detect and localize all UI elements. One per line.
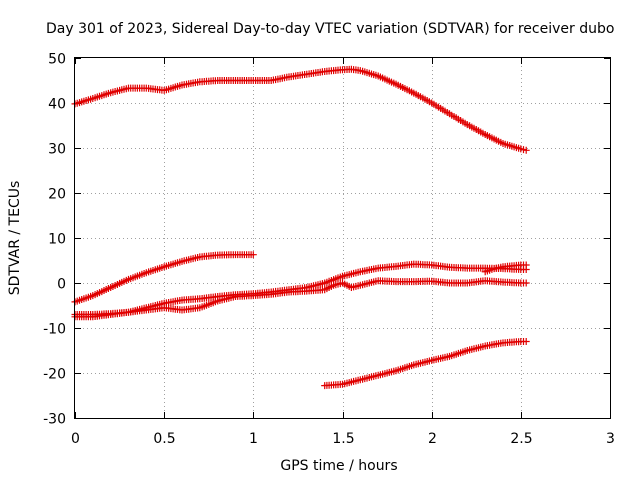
- data-point: [522, 146, 530, 154]
- y-tick-label: -30: [43, 412, 66, 428]
- data-point: [522, 279, 530, 287]
- series-track-5: [481, 261, 530, 276]
- series-track-4: [71, 277, 530, 318]
- x-tick-label: 0: [71, 431, 80, 447]
- y-tick-label: 0: [57, 277, 66, 293]
- y-tick-label: 10: [48, 232, 66, 248]
- x-tick-label: 0.5: [153, 431, 175, 447]
- x-tick-label: 1.5: [332, 431, 354, 447]
- y-tick-label: -10: [43, 322, 66, 338]
- data-point: [522, 338, 530, 345]
- x-tick-labels: 0 0.5 1 1.5 2 2.5 3: [71, 431, 615, 447]
- y-tick-labels: -30 -20 -10 0 10 20 30 40 50: [43, 52, 66, 428]
- y-tick-label: -20: [43, 367, 66, 383]
- y-tick-label: 30: [48, 142, 66, 158]
- x-axis-label: GPS time / hours: [280, 458, 397, 474]
- series-track-2: [71, 251, 257, 306]
- series-track-6: [321, 338, 530, 390]
- y-tick-label: 20: [48, 187, 66, 203]
- chart-title: Day 301 of 2023, Sidereal Day-to-day VTE…: [46, 21, 614, 37]
- series-track-1: [71, 65, 530, 154]
- y-tick-label: 40: [48, 97, 66, 113]
- y-axis-label: SDTVAR / TECUs: [7, 181, 23, 296]
- data-point: [522, 261, 530, 269]
- x-tick-label: 2.5: [510, 431, 532, 447]
- data-point: [249, 251, 257, 259]
- x-tick-label: 2: [428, 431, 437, 447]
- grid-lines: [75, 58, 610, 418]
- x-tick-label: 3: [606, 431, 615, 447]
- x-tick-label: 1: [249, 431, 258, 447]
- plot-frame: [74, 57, 611, 419]
- y-tick-label: 50: [48, 52, 66, 68]
- data-markers: [71, 65, 530, 390]
